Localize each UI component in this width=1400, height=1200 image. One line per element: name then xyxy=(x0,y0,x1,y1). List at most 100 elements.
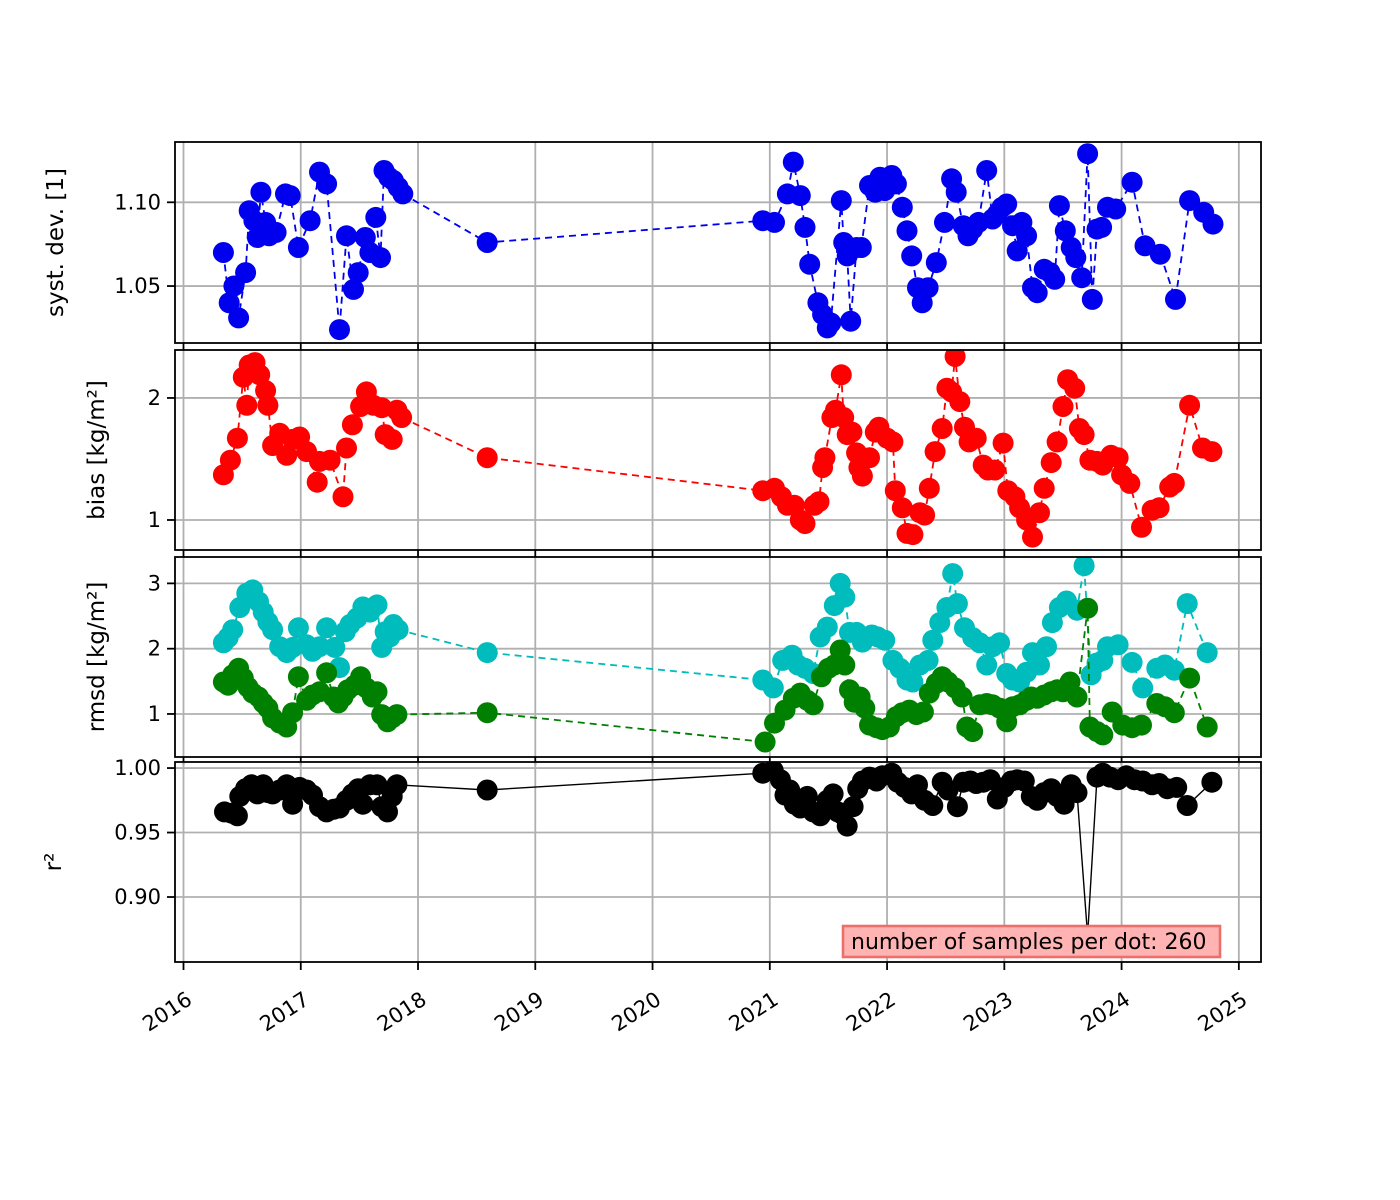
data-point xyxy=(386,774,408,796)
data-point xyxy=(476,232,498,253)
data-point xyxy=(830,364,852,386)
panel-rmsd_all: 1 2 3 rmsd [kg/m²] xyxy=(84,556,1262,765)
data-point xyxy=(391,407,413,428)
data-point xyxy=(287,237,309,258)
data-point xyxy=(319,449,341,471)
series-rmsd_corrected xyxy=(212,597,1218,753)
data-point xyxy=(366,594,388,616)
data-point xyxy=(392,183,414,205)
series-syst_dev xyxy=(212,143,1224,341)
data-point xyxy=(1121,651,1143,673)
data-point xyxy=(1163,472,1185,494)
data-point xyxy=(287,666,309,688)
data-point xyxy=(1040,452,1062,474)
data-point xyxy=(316,662,338,684)
data-point xyxy=(1091,216,1113,238)
data-point xyxy=(366,774,388,796)
axes-border xyxy=(174,349,1262,551)
data-point xyxy=(341,414,363,436)
data-point xyxy=(226,427,248,449)
data-point xyxy=(992,432,1014,454)
data-point xyxy=(884,480,906,502)
data-point xyxy=(1179,667,1201,689)
y-tick-label: 1.10 xyxy=(114,190,161,214)
series-markers xyxy=(214,762,1223,947)
data-point xyxy=(962,721,984,743)
data-point xyxy=(762,677,784,699)
data-point xyxy=(902,671,924,693)
data-point xyxy=(265,221,287,243)
data-point xyxy=(1107,447,1129,469)
data-point xyxy=(1107,634,1129,656)
data-point xyxy=(949,391,971,413)
axes-border xyxy=(174,556,1262,758)
panel-syst_dev: 1.05 1.10 syst. dev. [1] xyxy=(43,141,1262,351)
data-point xyxy=(918,477,940,499)
data-point xyxy=(1073,557,1095,577)
data-point xyxy=(1066,686,1088,708)
data-point xyxy=(1119,472,1141,494)
data-point xyxy=(882,431,904,453)
data-point xyxy=(1149,243,1171,265)
data-point xyxy=(794,216,816,238)
data-point xyxy=(282,702,304,724)
data-point xyxy=(1166,776,1188,798)
data-point xyxy=(1201,771,1223,793)
y-axis-label: syst. dev. [1] xyxy=(43,168,69,317)
data-point xyxy=(1105,198,1127,220)
data-point xyxy=(276,444,298,466)
annotation-box xyxy=(841,924,1222,959)
data-point xyxy=(336,225,357,247)
data-point xyxy=(1163,702,1185,724)
data-point xyxy=(1064,377,1086,399)
data-point xyxy=(1044,268,1066,290)
y-tick-label: 1 xyxy=(148,508,161,532)
data-point xyxy=(309,636,330,658)
y-tick-label: 1.05 xyxy=(114,274,161,298)
data-point xyxy=(931,418,953,439)
data-point xyxy=(850,237,872,258)
data-point xyxy=(1029,654,1050,676)
data-point xyxy=(830,190,852,212)
y-axis-label: bias [kg/m²] xyxy=(84,380,110,520)
data-point xyxy=(324,636,346,658)
data-point xyxy=(834,586,856,608)
data-point xyxy=(945,181,967,203)
data-point xyxy=(1071,267,1093,289)
data-point xyxy=(976,160,998,181)
annotation-text: number of samples per dot: 260 xyxy=(851,930,1206,955)
data-point xyxy=(332,486,354,508)
data-point xyxy=(1176,593,1198,615)
data-point xyxy=(1054,220,1076,242)
y-tick-label: 1.00 xyxy=(114,756,161,780)
data-point xyxy=(386,704,408,726)
data-point xyxy=(976,654,998,676)
data-point xyxy=(917,277,939,299)
data-point xyxy=(917,649,939,671)
data-point xyxy=(1016,225,1038,247)
axes-border xyxy=(174,141,1262,344)
data-point xyxy=(896,220,918,242)
y-tick-label: 2 xyxy=(148,386,161,410)
data-point xyxy=(946,593,968,615)
data-point xyxy=(1196,716,1218,738)
data-point xyxy=(1148,497,1170,519)
data-point xyxy=(1131,516,1152,538)
data-point xyxy=(387,619,409,641)
data-point xyxy=(820,312,842,334)
data-point xyxy=(1202,213,1224,235)
data-point xyxy=(365,206,387,228)
data-point xyxy=(922,795,944,816)
data-point xyxy=(851,465,873,487)
data-point xyxy=(925,252,947,274)
data-point xyxy=(764,211,785,233)
data-point xyxy=(951,686,973,708)
data-point xyxy=(262,619,284,641)
data-point xyxy=(222,619,244,641)
panel-r_squared: 0.90 0.95 1.00 r² xyxy=(41,756,1262,970)
data-point xyxy=(236,394,258,416)
data-point xyxy=(329,319,350,341)
data-point xyxy=(885,173,907,195)
y-tick-label: 3 xyxy=(148,571,161,595)
series-bias xyxy=(212,350,1223,548)
